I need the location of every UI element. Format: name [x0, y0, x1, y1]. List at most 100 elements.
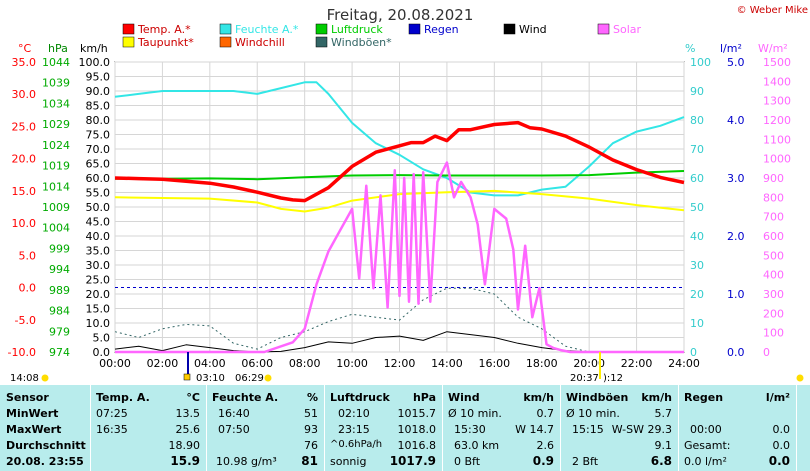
wind-tick-label: 45.0 [86, 216, 111, 229]
pressure-tick-label: 1034 [42, 97, 70, 110]
solar-tick-label: 200 [763, 307, 784, 320]
wind-tick-label: 10.0 [86, 317, 111, 330]
legend-swatch [219, 36, 232, 48]
weather-chart: Freitag, 20.08.2021 © Weber Mike °C hPa … [7, 5, 808, 384]
pressure-avg-value: 1016.8 [397, 439, 437, 452]
pressure-max-time: 23:15 [338, 423, 370, 436]
humidity-header: Feuchte A. [212, 391, 279, 404]
wind-tick-label: 65.0 [86, 158, 111, 171]
humidity-max-time: 07:50 [218, 423, 250, 436]
pressure-tick-label: 1009 [42, 201, 70, 214]
humidity-min-value: 51 [304, 407, 318, 420]
series-line-luftdruck [115, 170, 685, 181]
rain-tick-label: 3.0 [727, 172, 745, 185]
solar-tick-label: 300 [763, 288, 784, 301]
x-tick-label: 10:00 [336, 357, 368, 370]
temp-tick-label: -10.0 [8, 346, 36, 359]
sunset-label: 20:37 [570, 373, 599, 384]
pressure-tick-label: 1029 [42, 118, 70, 131]
wind-max-time: 15:30 [454, 423, 486, 436]
x-tick-label: 06:00 [241, 357, 273, 370]
temp-tick-label: 5.0 [19, 249, 37, 262]
humidity-tick-label: 90 [690, 85, 704, 98]
pressure-current-value: 1017.9 [389, 454, 436, 468]
wind-tick-label: 55.0 [86, 187, 111, 200]
rain-current-value: 0.0 [768, 454, 790, 468]
legend-swatch [503, 23, 516, 35]
wind-tick-label: 60.0 [86, 172, 111, 185]
axis-ticks: 35.030.025.020.015.010.05.00.0-5.0-10.01… [8, 56, 791, 370]
stats-table: Sensor MinWert MaxWert Durchschnitt 20.0… [0, 385, 810, 471]
wind-tick-label: 35.0 [86, 245, 111, 258]
rain-tick-label: 2.0 [727, 230, 745, 243]
rain-tick-label: 4.0 [727, 114, 745, 127]
solar-tick-label: 100 [763, 327, 784, 340]
grid-lines [114, 61, 685, 353]
temp-tick-label: 10.0 [12, 217, 37, 230]
humidity-tick-label: 30 [690, 259, 704, 272]
legend-swatch [315, 36, 328, 48]
left-time-label: 14:08 [10, 373, 39, 384]
gust-bft: 2 Bft [572, 455, 599, 468]
gust-avg-value: 9.1 [654, 439, 673, 452]
sunset2-label: ):12 [603, 373, 623, 384]
temp-tick-label: 25.0 [12, 120, 37, 133]
x-tick-label: 00:00 [99, 357, 131, 370]
temp-tick-label: 35.0 [12, 56, 37, 69]
humidity-tick-label: 100 [690, 56, 711, 69]
legend-label: Windböen* [331, 36, 392, 49]
wind-tick-label: 0.0 [93, 346, 111, 359]
temp-tick-label: 20.0 [12, 153, 37, 166]
humidity-abs-value: 10.98 g/m³ [216, 455, 277, 468]
solar-tick-label: 1200 [763, 114, 791, 127]
wind-tick-label: 90.0 [86, 85, 111, 98]
legend-swatch [597, 23, 610, 35]
temp-column: Temp. A. °C 07:25 13.5 16:35 25.6 18.90 … [96, 385, 200, 471]
pressure-tick-label: 1004 [42, 222, 70, 235]
wind-avg-value: 2.6 [536, 439, 555, 452]
x-tick-label: 20:00 [573, 357, 605, 370]
wind-tick-label: 95.0 [86, 71, 111, 84]
wind-tick-label: 75.0 [86, 129, 111, 142]
legend-label: Solar [613, 23, 642, 36]
solar-tick-label: 500 [763, 249, 784, 262]
pressure-unit: hPa [48, 42, 68, 55]
sunrise-icon [183, 373, 191, 381]
rain-unit: l/m² [720, 42, 742, 55]
legend-swatch [315, 23, 328, 35]
rain-tick-label: 5.0 [727, 56, 745, 69]
solar-tick-label: 1400 [763, 75, 791, 88]
temp-min-time: 07:25 [96, 407, 128, 420]
wind-tick-label: 15.0 [86, 303, 111, 316]
rain-max-value: 0.0 [772, 423, 791, 436]
temp-tick-label: 0.0 [19, 282, 37, 295]
temp-min-value: 13.5 [175, 407, 201, 420]
pressure-max-value: 1018.0 [397, 423, 437, 436]
gust-current-value: 6.8 [650, 454, 672, 468]
temp-max-time: 16:35 [96, 423, 128, 436]
temp-tick-label: -5.0 [15, 314, 36, 327]
gust-max-time: 15:15 [572, 423, 604, 436]
sensor-row: Durchschnitt [6, 439, 86, 452]
chart-series [114, 81, 685, 354]
temp-header: Temp. A. [96, 391, 150, 404]
gust-unit-label: km/h [641, 391, 672, 404]
humidity-tick-label: 10 [690, 317, 704, 330]
wind-tick-label: 100.0 [79, 56, 111, 69]
gust-header: Windböen [566, 391, 629, 404]
sunrise-bar [187, 352, 189, 379]
legend-label: Regen [424, 23, 459, 36]
temp-unit: °C [18, 42, 32, 55]
sunset-bar [599, 352, 601, 379]
solar-tick-label: 0 [763, 346, 770, 359]
temp-current-value: 15.9 [170, 454, 200, 468]
temp-max-value: 25.6 [175, 423, 201, 436]
chart-title: Freitag, 20.08.2021 [327, 6, 474, 24]
x-tick-label: 14:00 [431, 357, 463, 370]
rain-header: Regen [684, 391, 724, 404]
wind-tick-label: 50.0 [86, 201, 111, 214]
sensor-row: 20.08. 23:55 [6, 455, 84, 468]
sun-marker-left [41, 374, 49, 382]
x-tick-label: 04:00 [194, 357, 226, 370]
gust-min-label: Ø 10 min. [566, 407, 620, 420]
